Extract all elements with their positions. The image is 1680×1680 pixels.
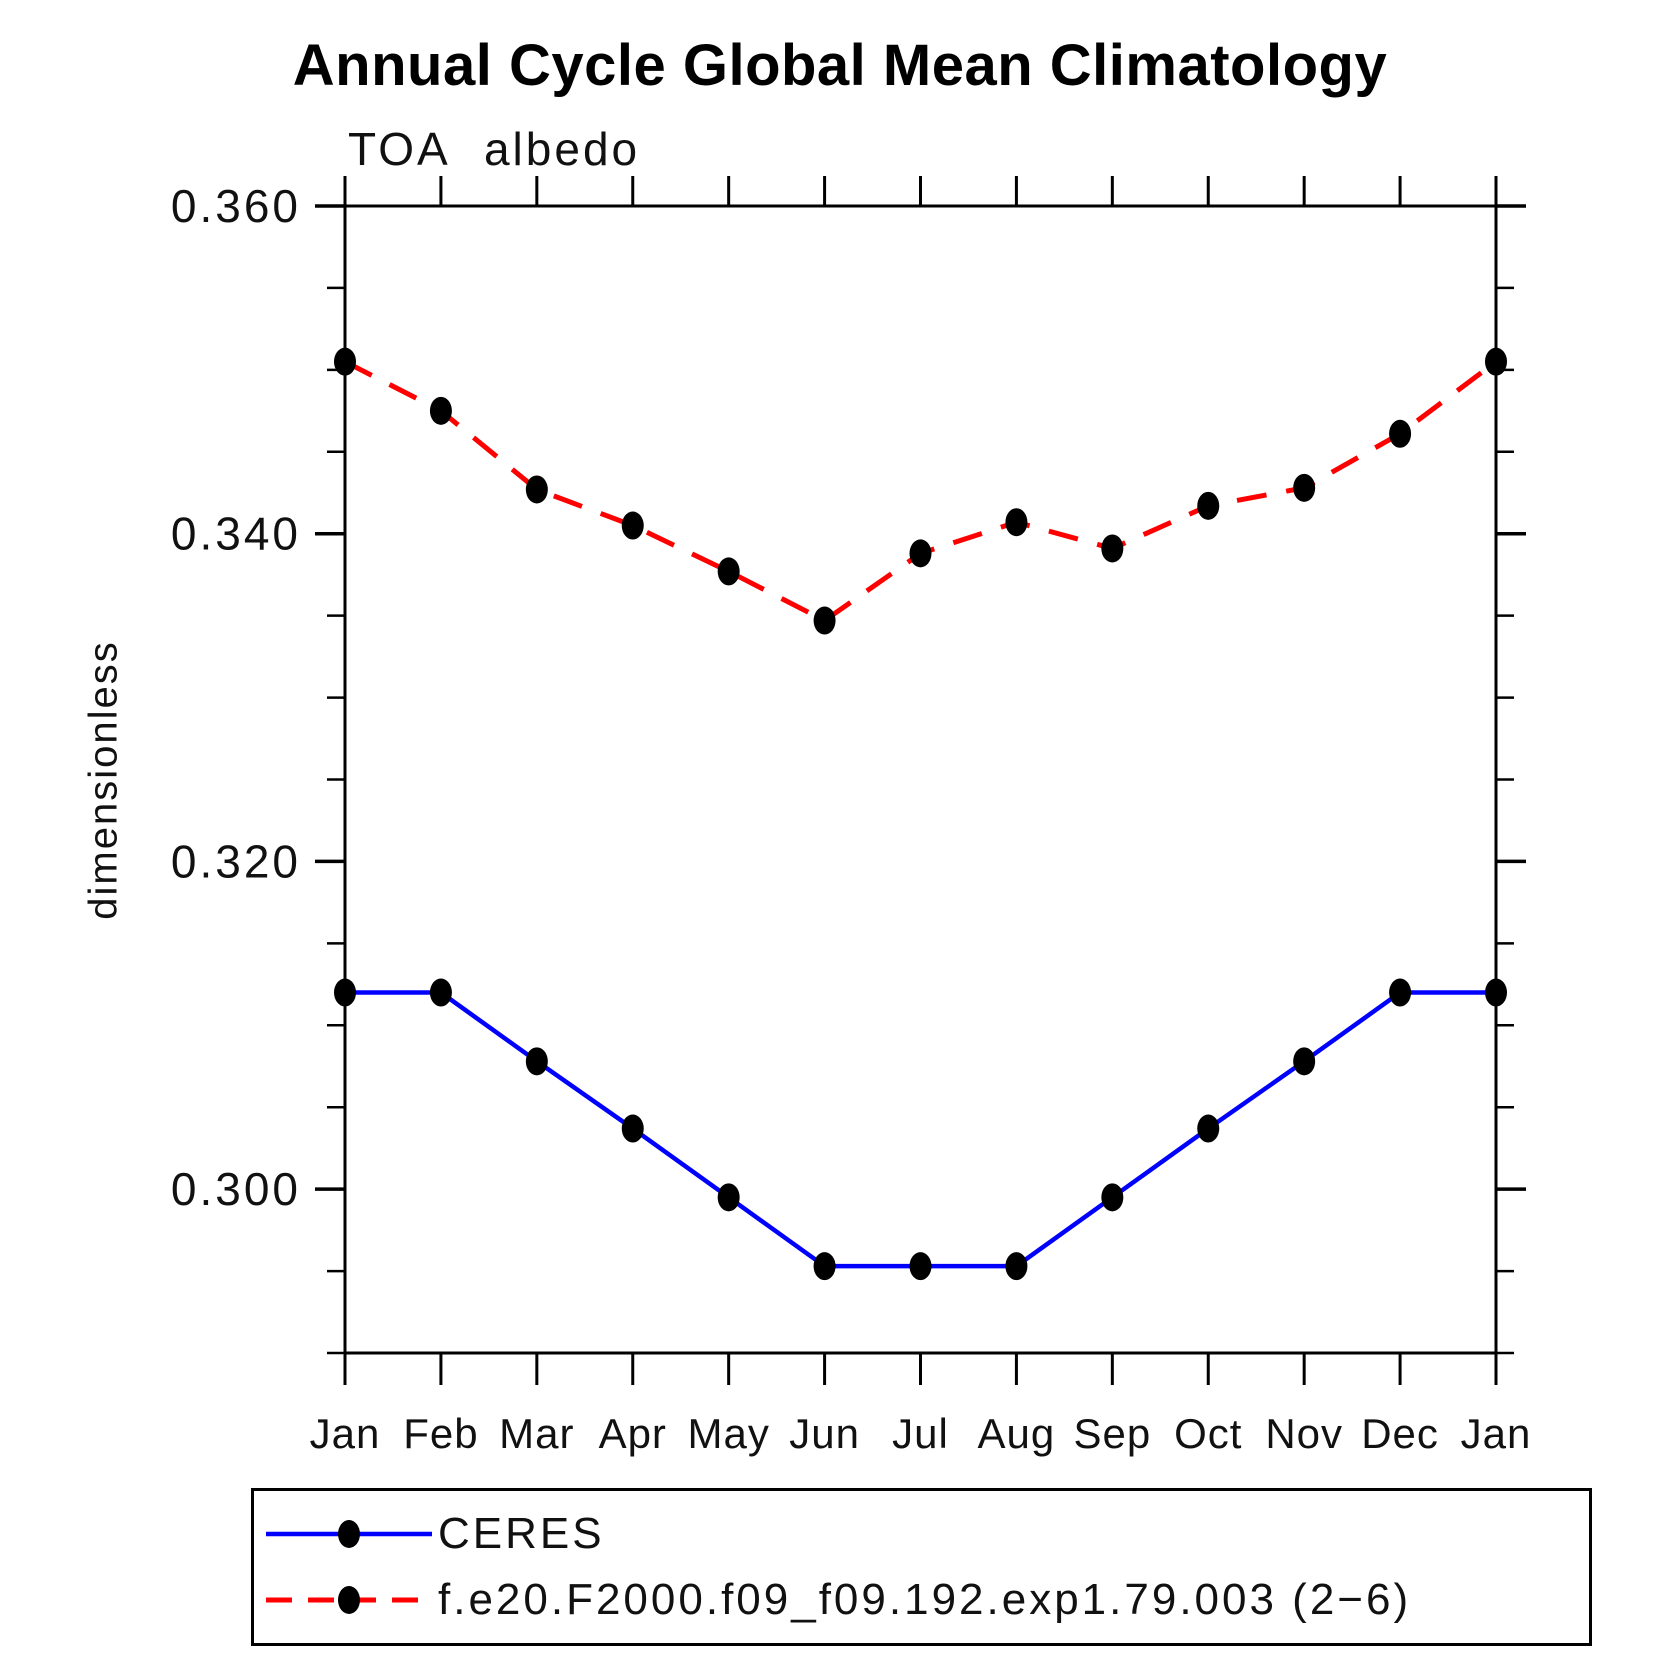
series-line-dashed xyxy=(343,359,1498,624)
legend-sample-dashed-line xyxy=(266,1585,432,1614)
data-point-marker xyxy=(1005,1252,1028,1281)
data-point-marker xyxy=(429,396,452,425)
x-tick-label: Jan xyxy=(310,1410,381,1457)
x-tick-label: Nov xyxy=(1265,1410,1343,1457)
data-point-marker xyxy=(813,606,836,635)
data-point-marker xyxy=(717,557,740,586)
data-point-marker xyxy=(813,1252,836,1281)
x-tick-label: May xyxy=(687,1410,769,1457)
data-point-marker xyxy=(1293,473,1316,502)
data-point-marker xyxy=(525,1047,548,1076)
chart-title: Annual Cycle Global Mean Climatology xyxy=(292,33,1388,98)
x-tick-label: Oct xyxy=(1174,1410,1242,1457)
legend-item-model: f.e20.F2000.f09_f09.192.exp1.79.003 (2−6… xyxy=(260,1574,1589,1624)
data-point-marker xyxy=(525,475,548,504)
data-point-marker xyxy=(1101,534,1124,563)
legend-marker-icon xyxy=(338,1520,360,1549)
x-tick-label: Aug xyxy=(978,1410,1056,1457)
legend-box: CERES f.e20.F2000.f09_f09.192.exp1.79.00… xyxy=(251,1488,1592,1646)
x-tick-label: Feb xyxy=(403,1410,478,1457)
x-tick-label: Dec xyxy=(1361,1410,1439,1457)
y-tick-label: 0.340 xyxy=(171,508,301,560)
y-tick-label: 0.360 xyxy=(171,180,301,232)
data-point-marker xyxy=(429,978,452,1007)
legend-label-model: f.e20.F2000.f09_f09.192.exp1.79.003 (2−6… xyxy=(438,1574,1412,1624)
data-point-marker xyxy=(334,347,356,376)
data-point-marker xyxy=(1485,347,1507,376)
data-point-marker xyxy=(909,1252,932,1281)
data-point-marker xyxy=(1101,1183,1124,1212)
y-tick-label: 0.320 xyxy=(171,835,301,887)
x-tick-label: Sep xyxy=(1073,1410,1151,1457)
series-line-solid xyxy=(345,990,1496,1269)
data-point-marker xyxy=(1389,419,1412,448)
x-tick-label: Jan xyxy=(1461,1410,1532,1457)
data-point-marker xyxy=(1005,508,1028,537)
data-point-marker xyxy=(1197,491,1220,520)
data-point-marker xyxy=(1197,1114,1220,1143)
x-tick-label: Jun xyxy=(789,1410,860,1457)
data-point-marker xyxy=(621,1114,644,1143)
data-point-marker xyxy=(1485,978,1507,1007)
y-tick-label: 0.300 xyxy=(171,1163,301,1215)
data-point-marker xyxy=(909,539,932,568)
data-point-marker xyxy=(334,978,356,1007)
data-point-marker xyxy=(1389,978,1412,1007)
legend-item-ceres: CERES xyxy=(260,1509,1589,1559)
legend-sample-solid-line xyxy=(266,1520,432,1549)
legend-label-ceres: CERES xyxy=(438,1509,605,1559)
chart-subtitle: TOA albedo xyxy=(348,123,641,175)
x-tick-label: Mar xyxy=(499,1410,574,1457)
data-point-marker xyxy=(621,511,644,540)
legend-marker-icon xyxy=(338,1585,360,1614)
x-tick-label: Jul xyxy=(892,1410,949,1457)
data-point-marker xyxy=(717,1183,740,1212)
x-tick-label: Apr xyxy=(599,1410,667,1457)
data-point-marker xyxy=(1293,1047,1316,1076)
